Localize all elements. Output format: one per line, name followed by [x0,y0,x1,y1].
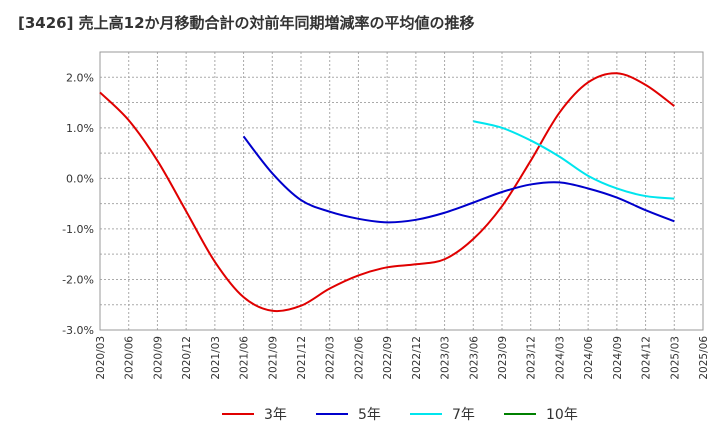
x-tick-label: 2023/03 [440,336,452,380]
legend-label: 7年 [452,407,475,423]
x-tick-label: 2020/09 [152,336,164,380]
x-tick-label: 2021/09 [267,336,279,380]
x-tick-label: 2023/09 [497,336,509,380]
x-tick-label: 2022/12 [411,336,423,380]
legend-label: 3年 [264,407,287,423]
x-tick-label: 2022/03 [325,336,337,380]
x-tick-label: 2025/03 [669,336,681,380]
x-tick-label: 2020/06 [124,336,136,380]
x-tick-label: 2022/09 [382,336,394,380]
x-tick-label: 2023/12 [526,336,538,380]
y-axis-ticks: 2.0% 1.0% 0.0% -1.0% -2.0% -3.0% [62,71,94,337]
x-tick-label: 2022/06 [353,336,365,380]
y-tick-label: 1.0% [66,122,94,135]
x-tick-label: 2024/09 [612,336,624,380]
series-line-1 [99,72,675,313]
legend-label: 10年 [546,407,578,423]
x-tick-label: 2024/06 [583,336,595,380]
x-tick-label: 2020/03 [95,336,107,380]
plot-border [99,51,704,331]
x-axis-ticks: 2020/03 2020/06 2020/09 2020/12 2021/03 2021/… [95,336,710,380]
x-tick-label: 2024/03 [554,336,566,380]
chart-title: [3426] 売上高12か月移動合計の対前年同期増減率の平均値の推移 [18,14,475,32]
x-tick-label: 2023/06 [468,336,480,380]
grid-lines [100,52,703,330]
y-tick-label: -3.0% [62,324,94,337]
x-tick-label: 2025/06 [698,336,710,380]
x-tick-label: 2021/06 [239,336,251,380]
y-tick-label: -2.0% [62,273,94,286]
y-tick-label: 2.0% [66,71,94,84]
legend-label: 5年 [358,407,381,423]
series-lines [99,72,675,313]
x-tick-label: 2021/12 [296,336,308,380]
legend: 3年 5年 7年 10年 [222,407,578,423]
y-tick-label: -1.0% [62,223,94,236]
y-tick-label: 0.0% [66,172,94,185]
x-tick-label: 2021/03 [210,336,222,380]
x-tick-label: 2020/12 [181,336,193,380]
series-line-3 [473,120,675,200]
series-line-2 [242,135,675,224]
x-tick-label: 2024/12 [641,336,653,380]
